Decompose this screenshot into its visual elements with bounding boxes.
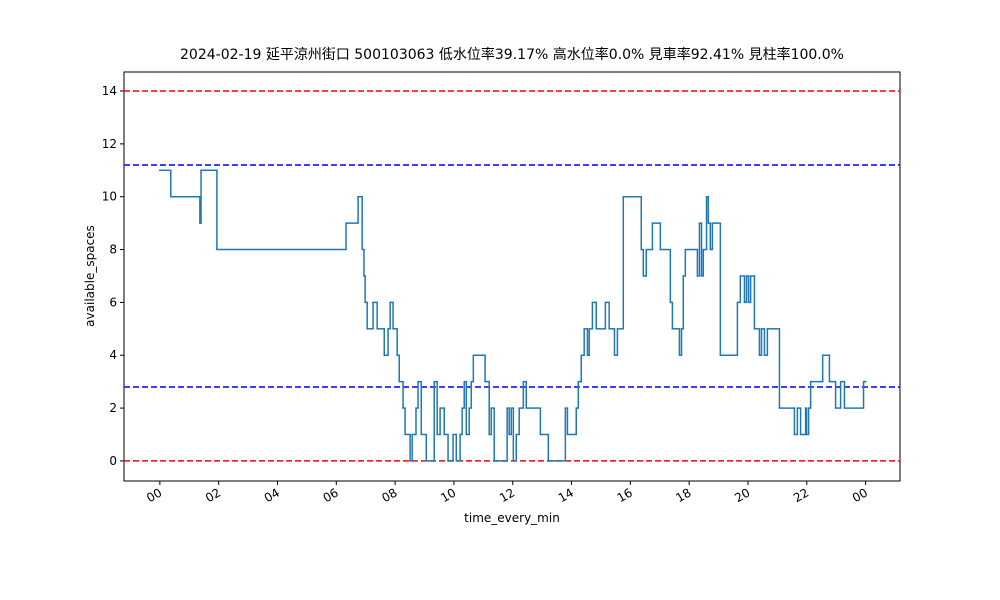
y-tick-label: 6 bbox=[109, 295, 117, 309]
x-tick-label: 02 bbox=[203, 485, 223, 505]
x-tick-label: 06 bbox=[321, 485, 341, 505]
x-tick-label: 14 bbox=[556, 485, 576, 505]
x-tick-label: 04 bbox=[262, 485, 282, 505]
y-tick-label: 10 bbox=[102, 190, 117, 204]
chart-title: 2024-02-19 延平涼州街口 500103063 低水位率39.17% 高… bbox=[180, 46, 844, 63]
y-tick-label: 4 bbox=[109, 348, 117, 362]
y-tick-label: 2 bbox=[109, 401, 117, 415]
plot-frame bbox=[123, 71, 901, 482]
x-tick-label: 10 bbox=[438, 485, 458, 505]
y-tick-label: 0 bbox=[109, 454, 117, 468]
x-tick-label: 12 bbox=[497, 485, 517, 505]
x-tick-label: 16 bbox=[615, 485, 635, 505]
x-tick-label: 08 bbox=[379, 485, 399, 505]
y-axis-label: available_spaces bbox=[83, 225, 97, 327]
x-tick-label: 22 bbox=[791, 485, 811, 505]
x-tick-label: 20 bbox=[732, 485, 752, 505]
x-axis-label: time_every_min bbox=[464, 511, 560, 525]
x-tick-label: 00 bbox=[144, 485, 164, 505]
y-tick-label: 14 bbox=[102, 84, 117, 98]
y-tick-label: 12 bbox=[102, 137, 117, 151]
x-tick-label: 00 bbox=[850, 485, 870, 505]
y-tick-label: 8 bbox=[109, 243, 117, 257]
x-tick-label: 18 bbox=[673, 485, 693, 505]
